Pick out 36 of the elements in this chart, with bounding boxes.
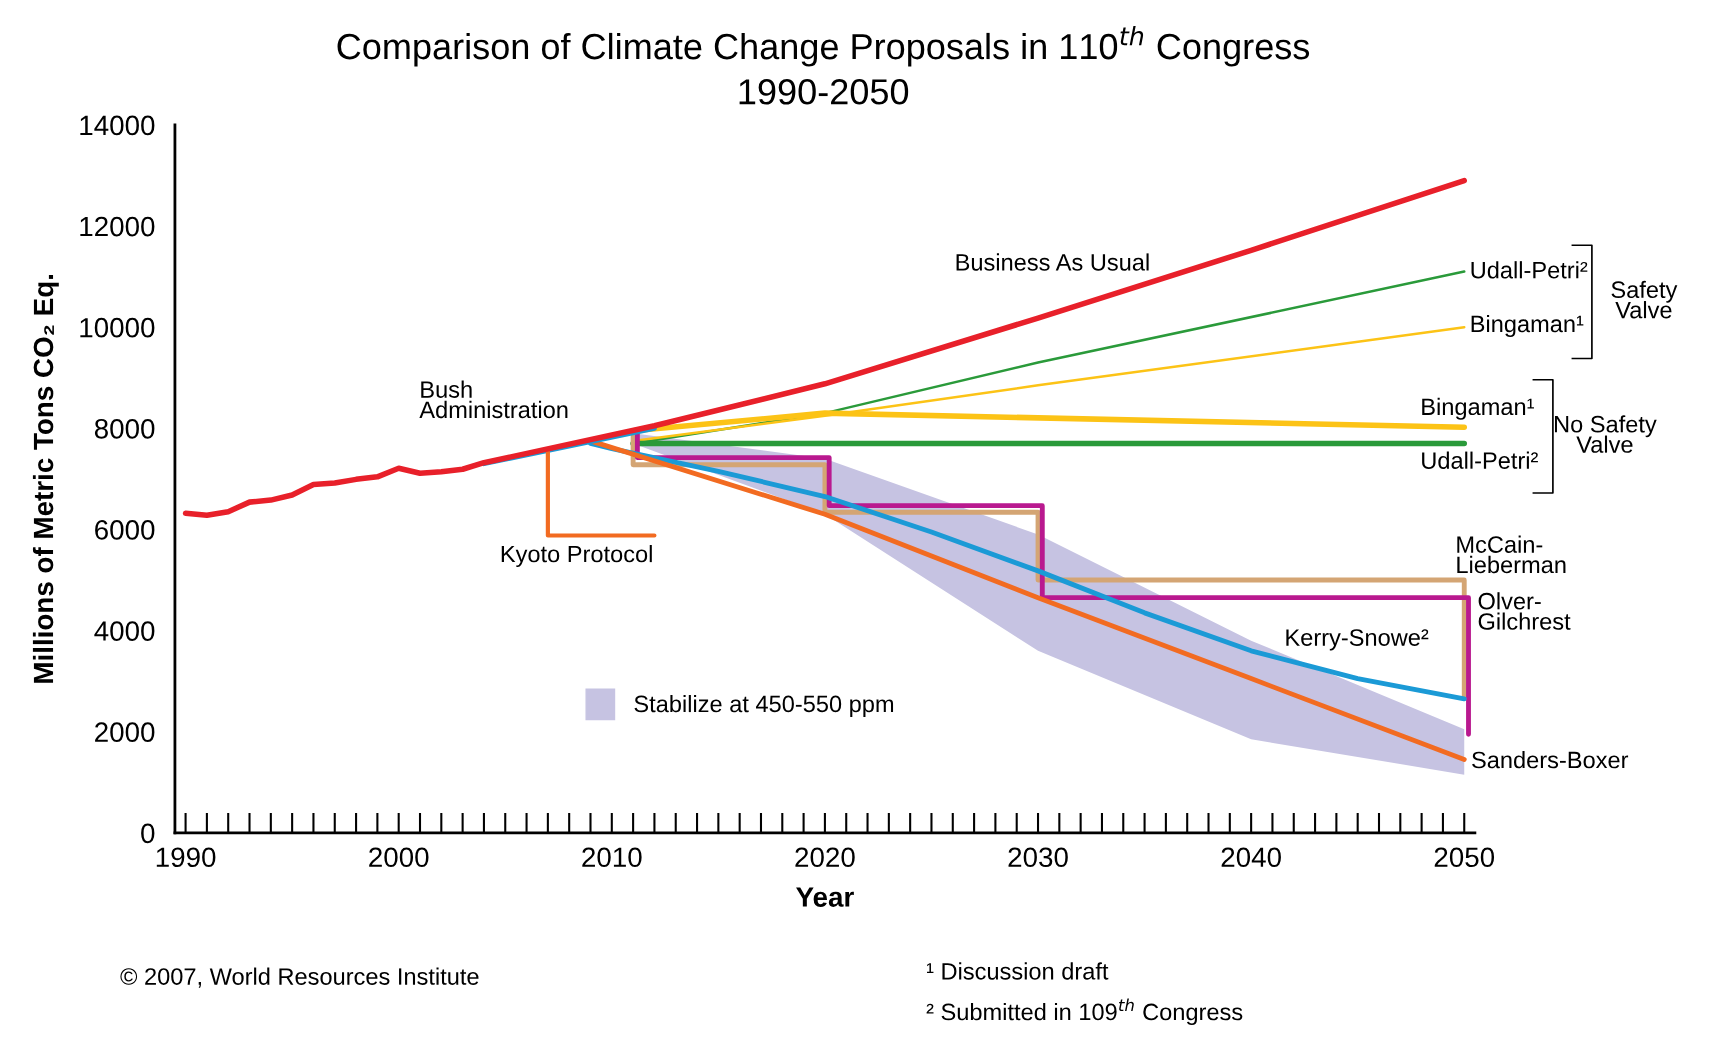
series-label: Udall-Petri² xyxy=(1471,261,1588,279)
series-label: Olver- Gilchrest xyxy=(1478,592,1571,630)
text: ² Submitted in 109$^{th}$ Congress xyxy=(926,998,1243,1026)
y-axis-title: Millions of Metric Tons CO₂ Eq. xyxy=(32,274,59,683)
series-label: Bingaman¹ xyxy=(1471,314,1584,337)
text: © 2007, World Resources Institute xyxy=(120,967,479,988)
y-tick-label: 14000 xyxy=(80,115,155,136)
text: No Safety Valve xyxy=(1555,415,1657,453)
series-label: Bush Administration xyxy=(419,380,568,419)
series-label: Sanders-Boxer xyxy=(1472,751,1629,769)
y-tick-label: 6000 xyxy=(95,520,155,540)
x-tick-label: 2010 xyxy=(582,847,642,868)
legend-label: Stabilize at 450-550 ppm xyxy=(634,694,894,717)
chart-title: Comparison of Climate Change Proposals in 110$^{th}$ Congress xyxy=(337,26,1310,67)
series-label: Udall-Petri² xyxy=(1422,451,1538,469)
text: ¹ Discussion draft xyxy=(927,962,1109,980)
x-axis-title: Year xyxy=(796,887,854,907)
series-label: Kerry-Snowe² xyxy=(1286,629,1429,651)
y-tick-label: 10000 xyxy=(80,317,155,338)
y-tick-label: 4000 xyxy=(94,621,155,641)
series-label: Business As Usual xyxy=(956,253,1149,271)
series-label: Kyoto Protocol xyxy=(501,545,652,568)
x-tick-label: 2020 xyxy=(795,847,855,868)
series-label: Bingaman¹ xyxy=(1422,397,1534,420)
x-tick-label: 2040 xyxy=(1221,847,1281,868)
chart-subtitle: 1990-2050 xyxy=(739,79,909,105)
text: Safety Valve xyxy=(1611,280,1678,319)
x-tick-label: 1990 xyxy=(156,847,216,868)
y-tick-label: 8000 xyxy=(94,418,155,439)
series-label: McCain- Lieberman xyxy=(1457,535,1566,574)
y-tick-label: 0 xyxy=(141,823,155,844)
y-tick-label: 12000 xyxy=(80,216,155,237)
x-tick-label: 2000 xyxy=(369,847,429,868)
x-tick-label: 2050 xyxy=(1434,847,1495,868)
y-tick-label: 2000 xyxy=(95,722,155,743)
x-tick-label: 2030 xyxy=(1008,847,1068,868)
